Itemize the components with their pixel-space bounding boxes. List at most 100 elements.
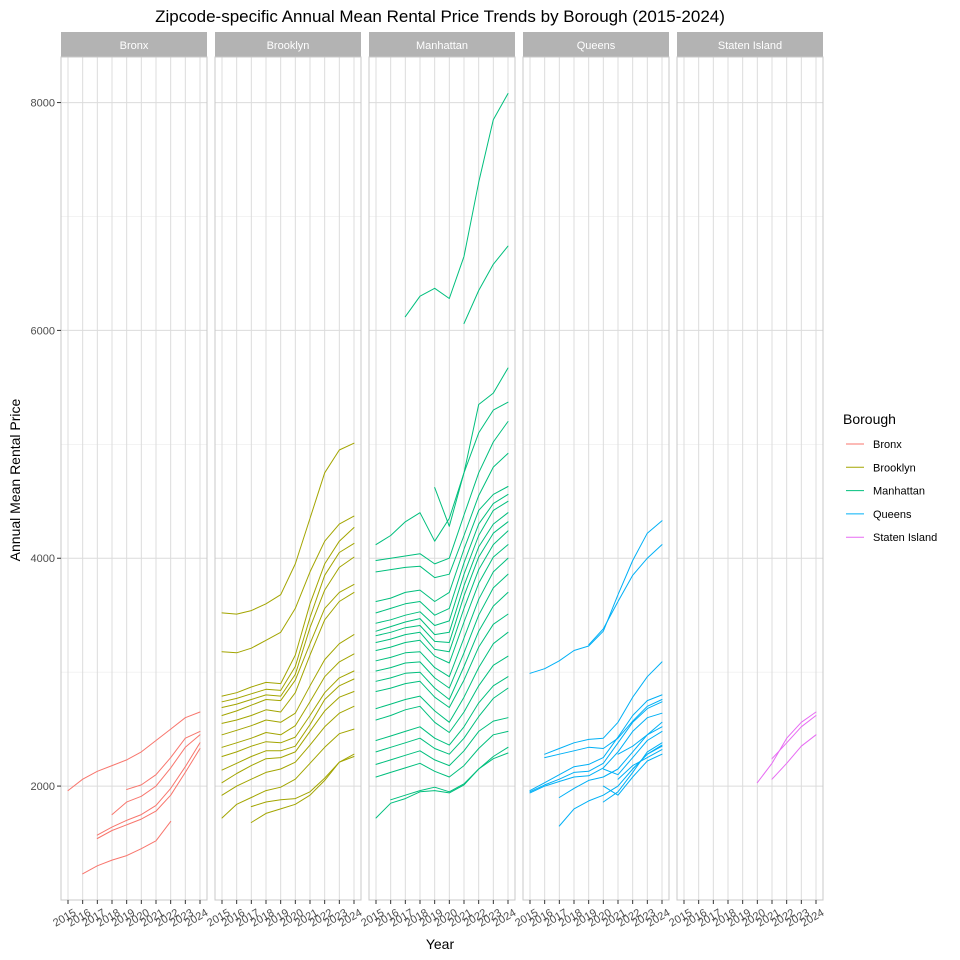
legend-label-manhattan: Manhattan (873, 486, 925, 498)
series-line-queens-1 (529, 520, 663, 674)
series-line-bronx-5 (111, 734, 201, 816)
series-line-manhattan-8 (375, 493, 509, 616)
series-line-queens-12 (602, 753, 663, 796)
series-line-manhattan-20 (375, 676, 509, 746)
panel-border (368, 56, 516, 901)
series-line-queens-7 (544, 699, 663, 759)
legend: Borough Bronx Brooklyn Manhattan Queens Stat… (843, 411, 937, 544)
legend-title: Borough (843, 411, 896, 427)
panel-manhattan: Manhattan2015201620172018201920202021202… (359, 32, 518, 930)
series-line-brooklyn-9 (221, 653, 355, 748)
series-line-manhattan-18 (375, 631, 509, 723)
y-axis-title: Annual Mean Rental Price (7, 398, 23, 561)
series-line-brooklyn-6 (221, 583, 355, 716)
chart-title: Zipcode-specific Annual Mean Rental Pric… (155, 7, 725, 26)
strip-label: Queens (577, 40, 616, 52)
series-line-manhattan-1 (404, 93, 509, 318)
series-line-queens-2 (588, 544, 663, 646)
strip-label: Manhattan (416, 40, 468, 52)
series-line-bronx-1 (67, 711, 201, 792)
facet-panels: Bronx20152016201720182019202020212022202… (51, 32, 826, 930)
series-line-manhattan-21 (375, 687, 509, 755)
panel-border (214, 56, 362, 901)
series-line-brooklyn-4 (221, 542, 355, 703)
series-line-brooklyn-8 (221, 634, 355, 736)
strip-label: Staten Island (718, 40, 782, 52)
series-line-manhattan-17 (375, 613, 509, 708)
series-line-manhattan-5 (375, 421, 509, 565)
series-line-queens-5 (529, 701, 663, 793)
series-line-queens-10 (602, 730, 663, 776)
strip-label: Bronx (120, 40, 149, 52)
series-line-manhattan-14 (375, 557, 509, 678)
series-line-queens-6 (529, 712, 663, 794)
y-tick-label: 4000 (31, 553, 55, 565)
series-line-brooklyn-16 (250, 756, 355, 808)
series-line-brooklyn-14 (221, 728, 355, 819)
series-line-manhattan-19 (375, 655, 509, 733)
series-line-manhattan-12 (375, 530, 509, 653)
series-line-manhattan-24 (375, 746, 509, 819)
series-line-bronx-3 (96, 742, 201, 836)
series-line-queens-14 (617, 721, 663, 755)
series-line-manhattan-2 (463, 245, 509, 325)
series-line-manhattan-16 (375, 591, 509, 700)
series-line-bronx-4 (82, 820, 172, 875)
panel-brooklyn: Brooklyn20152016201720182019202020212022… (205, 32, 364, 930)
series-line-queens-15 (632, 745, 663, 770)
series-line-bronx-6 (126, 730, 201, 790)
strip-label: Brooklyn (267, 40, 310, 52)
strip-brooklyn (215, 32, 361, 57)
series-line-queens-11 (602, 742, 663, 803)
legend-label-brooklyn: Brooklyn (873, 462, 916, 474)
series-line-manhattan-3 (434, 367, 509, 527)
series-line-brooklyn-3 (221, 527, 355, 697)
legend-label-bronx: Bronx (873, 439, 902, 451)
series-line-brooklyn-5 (221, 556, 355, 708)
strip-queens (523, 32, 669, 57)
panel-staten-island: Staten Island201520162017201820192020202… (667, 32, 826, 930)
series-line-manhattan-10 (375, 512, 509, 636)
series-line-manhattan-22 (375, 717, 509, 767)
series-line-brooklyn-12 (221, 691, 355, 784)
series-line-staten-island-2 (771, 715, 817, 760)
series-line-manhattan-15 (375, 573, 509, 689)
series-line-queens-4 (529, 694, 663, 792)
y-tick-label: 2000 (31, 781, 55, 793)
panel-queens: Queens2015201620172018201920202021202220… (513, 32, 672, 930)
series-line-brooklyn-2 (221, 515, 355, 654)
panel-border (676, 56, 824, 901)
series-line-manhattan-4 (375, 401, 509, 546)
series-line-brooklyn-7 (221, 591, 355, 724)
series-line-manhattan-6 (375, 452, 509, 579)
legend-label-staten-island: Staten Island (873, 532, 937, 544)
series-line-manhattan-23 (375, 730, 509, 778)
legend-label-queens: Queens (873, 509, 912, 521)
series-line-queens-8 (558, 726, 663, 798)
series-line-bronx-2 (96, 748, 201, 839)
series-line-manhattan-13 (375, 544, 509, 664)
strip-bronx (61, 32, 207, 57)
strip-staten-island (677, 32, 823, 57)
series-line-manhattan-11 (375, 521, 509, 643)
y-axis: 2000 4000 6000 8000 (31, 98, 61, 793)
x-axis-title: Year (426, 936, 455, 952)
panel-border (522, 56, 670, 901)
series-line-manhattan-25 (390, 752, 509, 801)
y-tick-label: 6000 (31, 325, 55, 337)
series-line-brooklyn-10 (221, 670, 355, 757)
panel-bronx: Bronx20152016201720182019202020212022202… (51, 32, 210, 930)
series-line-manhattan-7 (375, 486, 509, 602)
series-line-brooklyn-13 (221, 705, 355, 796)
series-line-staten-island-3 (771, 734, 817, 780)
series-line-manhattan-9 (375, 500, 509, 626)
series-line-queens-3 (544, 661, 663, 755)
panel-border (60, 56, 208, 901)
y-tick-label: 8000 (31, 98, 55, 110)
strip-manhattan (369, 32, 515, 57)
series-line-brooklyn-11 (221, 678, 355, 771)
series-line-brooklyn-1 (221, 442, 355, 615)
series-line-staten-island-1 (756, 711, 817, 784)
